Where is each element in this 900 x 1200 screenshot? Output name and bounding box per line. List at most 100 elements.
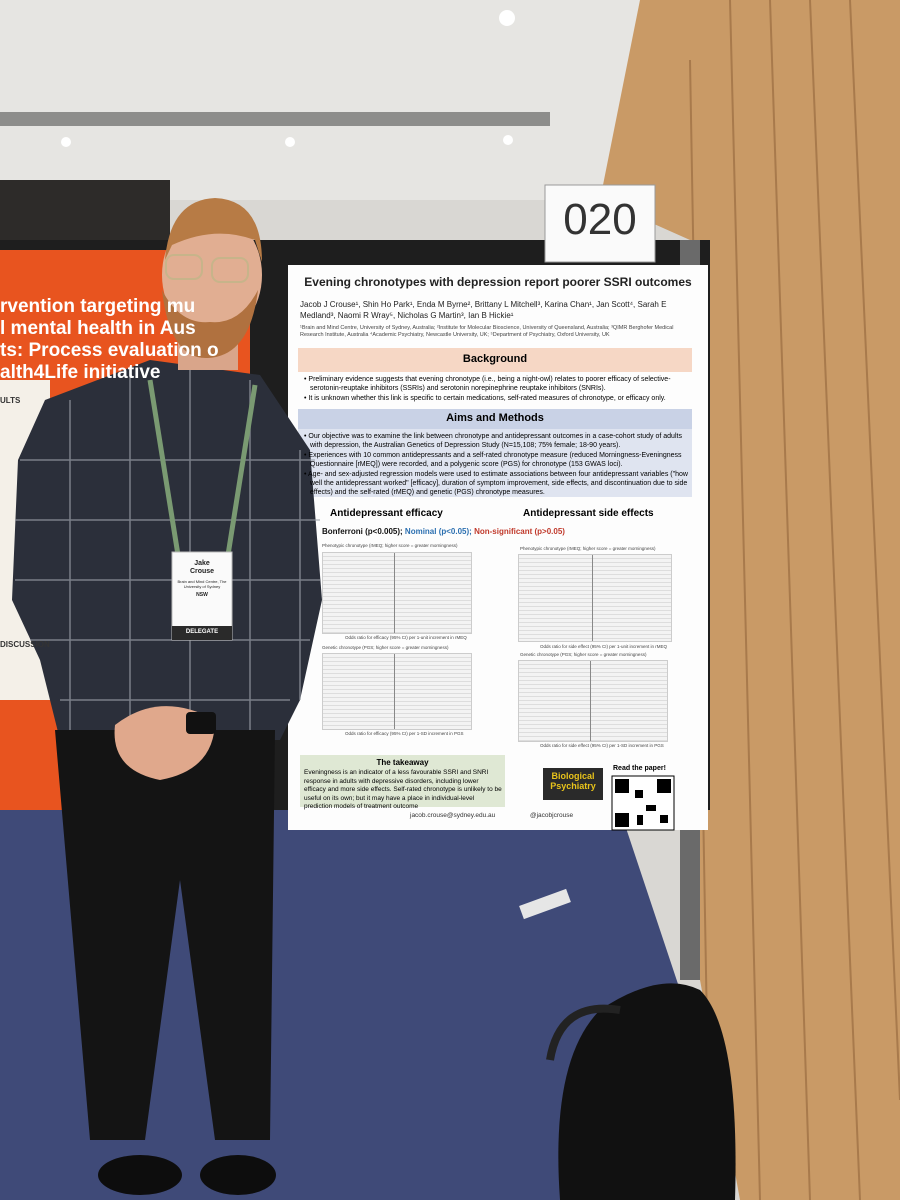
trousers [55,730,275,1140]
ceiling-light [503,135,513,145]
plot-row [519,567,671,571]
plot-row [519,669,667,673]
plot-row [519,611,671,615]
paper-on-floor [519,888,571,920]
plot-row [323,565,471,569]
plaid [15,370,320,740]
plot-row [323,613,471,617]
aims-header [298,409,692,429]
left-discussion: DISCUSSION [0,640,50,649]
plot-row [519,575,671,579]
plot-row [519,595,671,599]
shirt [12,360,322,740]
plot-row [323,718,471,722]
poster-content: Evening chronotypes with depression repo… [288,275,708,339]
ceiling-light [499,10,515,26]
plot-row [323,625,471,629]
plot-row [323,674,471,678]
plot-row [323,654,471,658]
plot-row [323,722,471,726]
shoe [98,1155,182,1195]
glasses [165,254,249,283]
plot-row [519,631,671,635]
left-poster-line: ts: Process evaluation o [0,340,219,361]
plot-row [519,681,667,685]
plot-row [519,733,667,737]
plot-row [323,698,471,702]
reference-line [394,553,396,633]
contact-handle: @jacobjcrouse [530,812,574,819]
plot-row [519,661,667,665]
plot-row [519,619,671,623]
left-poster-title: rvention targeting mu l mental health in… [0,296,250,384]
plot-row [519,583,671,587]
vent [0,112,550,126]
plot-row [519,563,671,567]
forest-plot [322,552,472,634]
plot-row [519,603,671,607]
plot-row [519,729,667,733]
legend: Bonferroni (p<0.005); Nominal (p<0.05); … [322,527,692,536]
reference-line [394,654,396,729]
ceiling-light [285,137,295,147]
takeaway-text: Eveningness is an indicator of a less fa… [304,769,502,810]
plot-row [519,701,667,705]
plot-row [519,559,671,563]
forest-plot [518,554,672,642]
plot-row [323,573,471,577]
aims-bullets: Our objective was to examine the link be… [302,432,688,498]
badge-role: DELEGATE [185,629,219,635]
forest-plot [518,660,668,742]
plot-row [323,690,471,694]
badge-name: Jake Crouse [189,560,215,575]
plot-row [519,709,667,713]
board-number: 020 [563,195,637,244]
plot-row [519,697,667,701]
plot-axis-label: Odds ratio for side effect (95% CI) per … [540,644,667,649]
plot-row [519,591,671,595]
badge-affiliation: Brain and Mind Centre, The University of… [177,579,227,589]
backpack [558,983,736,1200]
bullet: It is unknown whether this link is speci… [302,394,688,403]
plot-row [519,677,667,681]
reference-line [590,661,592,741]
plot-row [323,621,471,625]
plot-row [519,737,667,741]
plot-row [323,710,471,714]
plot-row [323,577,471,581]
plot-row [323,658,471,662]
left-poster-line: rvention targeting mu [0,296,196,317]
plot-row [519,713,667,717]
plot-row [323,666,471,670]
left-poster-line: l mental health in Aus [0,318,196,339]
plot-row [323,557,471,561]
plot-row [519,635,671,639]
backpack-strap [546,1004,621,1061]
archway [0,180,170,240]
plot-row [323,694,471,698]
plot-row [519,673,667,677]
bullet: Preliminary evidence suggests that eveni… [302,375,688,393]
plot-row [519,607,671,611]
left-results: ULTS [0,396,21,405]
bullet: Our objective was to examine the link be… [302,432,688,450]
plot-row [519,615,671,619]
background-heading: Background [462,353,528,365]
wood-wall [600,0,900,1200]
plot-row [519,725,667,729]
badge-text: Jake Crouse Brain and Mind Centre, The U… [172,560,232,598]
plot-row [323,678,471,682]
plot-row [519,587,671,591]
plot-row [323,569,471,573]
plot-row [519,627,671,631]
plot-row [519,685,667,689]
plot-row [323,585,471,589]
plot-row [323,662,471,666]
forest-plot [322,653,472,730]
lanyard [147,379,258,556]
side-effects-title: Antidepressant side effects [523,508,654,519]
beard [162,290,258,359]
plot-row [323,682,471,686]
